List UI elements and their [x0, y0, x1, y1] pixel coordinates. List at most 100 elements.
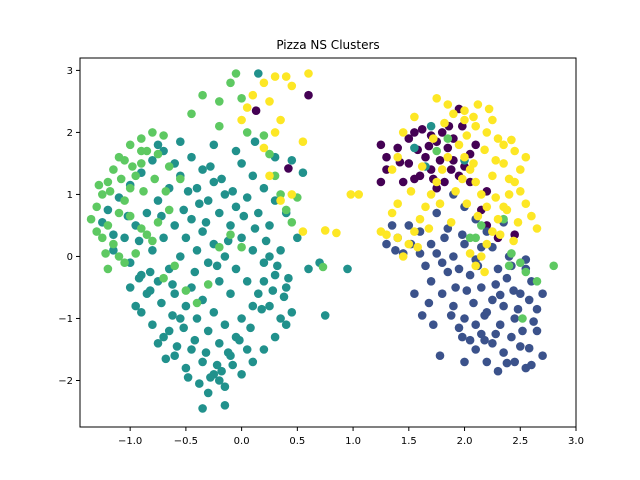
scatter-point: [265, 97, 274, 106]
scatter-point: [284, 273, 293, 283]
scatter-point: [176, 314, 185, 323]
scatter-point: [304, 69, 313, 78]
scatter-point: [446, 311, 456, 320]
scatter-point: [176, 252, 185, 261]
scatter-point: [187, 109, 196, 119]
scatter-point: [114, 208, 124, 218]
scatter-point: [524, 343, 534, 353]
scatter-point: [137, 308, 146, 317]
scatter-point: [499, 159, 508, 168]
scatter-point: [120, 156, 129, 165]
scatter-point: [454, 264, 464, 274]
scatter-point: [509, 286, 518, 295]
scatter-point: [499, 348, 508, 357]
scatter-point: [432, 146, 442, 156]
scatter-point: [502, 358, 512, 368]
scatter-point: [426, 121, 436, 131]
scatter-point: [346, 190, 356, 199]
scatter-point: [480, 335, 489, 345]
scatter-point: [248, 301, 258, 311]
scatter-point: [387, 165, 397, 174]
scatter-point: [527, 211, 536, 221]
scatter-point: [181, 301, 191, 311]
scatter-point: [449, 252, 458, 261]
scatter-point: [504, 261, 514, 271]
scatter-point: [529, 317, 538, 326]
scatter-point: [198, 90, 207, 100]
scatter-point: [125, 183, 135, 193]
scatter-point: [150, 174, 159, 184]
scatter-point: [404, 239, 414, 249]
scatter-point: [148, 246, 157, 255]
scatter-point: [482, 128, 492, 137]
x-tick-label: 3.0: [568, 436, 584, 447]
scatter-point: [532, 326, 542, 336]
scatter-point: [203, 326, 213, 336]
scatter-point: [469, 112, 478, 122]
scatter-point: [424, 141, 434, 151]
scatter-point: [471, 177, 481, 187]
scatter-point: [131, 249, 140, 258]
scatter-point: [287, 308, 297, 317]
scatter-point: [215, 277, 224, 286]
scatter-point: [153, 339, 163, 348]
scatter-point: [157, 298, 166, 308]
scatter-point: [103, 264, 113, 274]
x-tick-label: 1.5: [401, 436, 417, 447]
scatter-point: [170, 289, 179, 299]
scatter-point: [493, 134, 503, 143]
scatter-point: [281, 320, 291, 330]
scatter-point: [521, 267, 531, 277]
scatter-point: [142, 230, 152, 239]
scatter-point: [228, 360, 237, 370]
scatter-point: [203, 388, 213, 398]
scatter-point: [482, 239, 492, 249]
scatter-point: [460, 115, 469, 125]
scatter-point: [231, 69, 241, 78]
scatter-point: [393, 143, 403, 153]
scatter-point: [103, 205, 113, 215]
scatter-point: [488, 171, 497, 181]
scatter-point: [212, 360, 222, 370]
scatter-point: [480, 145, 489, 155]
scatter-point: [298, 168, 308, 177]
scatter-point: [137, 159, 146, 168]
scatter-point: [145, 286, 155, 295]
scatter-point: [276, 196, 285, 205]
scatter-point: [212, 261, 222, 271]
scatter-point: [516, 289, 525, 299]
scatter-point: [276, 246, 285, 255]
scatter-point: [215, 339, 224, 348]
scatter-point: [220, 190, 230, 199]
scatter-point: [242, 103, 252, 112]
scatter-point: [192, 183, 202, 193]
scatter-point: [318, 262, 328, 272]
scatter-point: [164, 205, 174, 215]
scatter-point: [209, 308, 219, 317]
scatter-point: [491, 193, 501, 202]
scatter-point: [239, 211, 249, 221]
scatter-point: [259, 183, 269, 193]
scatter-point: [237, 159, 246, 168]
scatter-point: [471, 261, 481, 271]
scatter-point: [449, 301, 458, 311]
scatter-point: [410, 174, 419, 184]
scatter-point: [201, 218, 211, 227]
y-tick-label: −2: [58, 376, 73, 387]
scatter-point: [125, 140, 135, 150]
scatter-point: [228, 187, 237, 196]
scatter-point: [148, 156, 157, 165]
scatter-point: [101, 249, 110, 258]
scatter-point: [92, 202, 101, 212]
scatter-point: [421, 152, 430, 162]
scatter-point: [223, 348, 233, 357]
scatter-point: [421, 202, 430, 212]
scatter-point: [195, 199, 204, 208]
x-tick-label: 0.5: [289, 436, 305, 447]
scatter-point: [265, 149, 274, 159]
scatter-point: [417, 311, 427, 320]
scatter-point: [270, 332, 280, 342]
x-tick-label: 0.0: [234, 436, 250, 447]
scatter-point: [259, 258, 269, 268]
scatter-point: [159, 131, 168, 140]
